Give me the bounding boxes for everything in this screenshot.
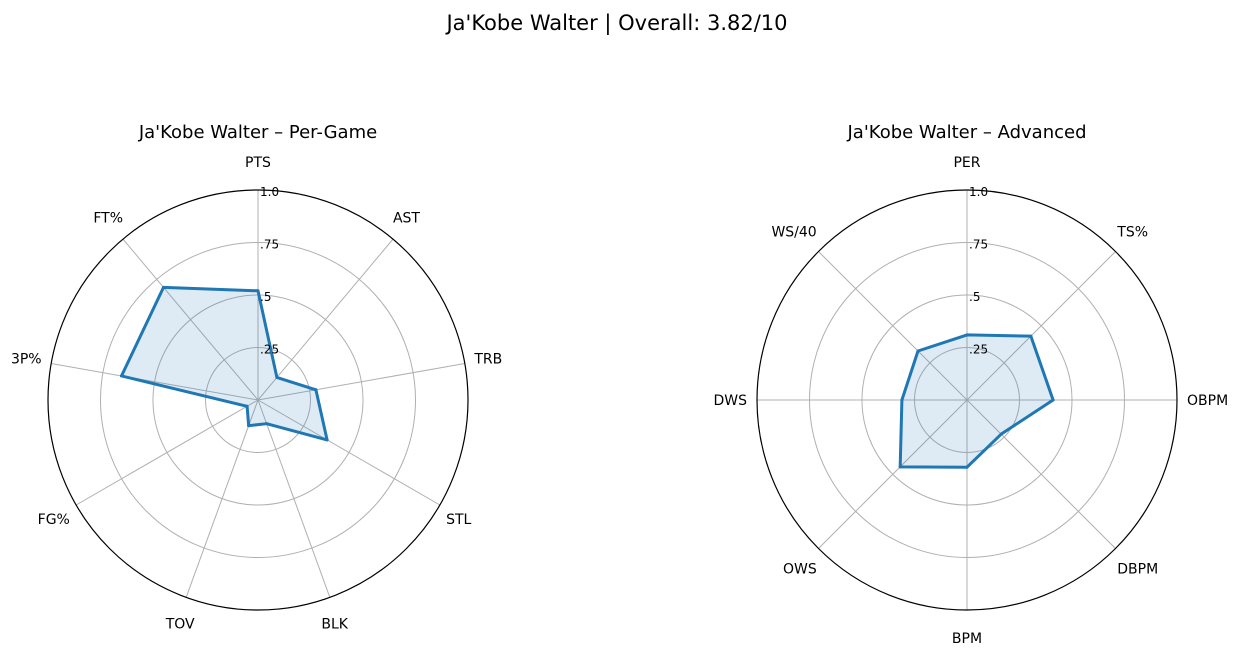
per-game-radar-panel: Ja'Kobe Walter – Per-Game .25 .5 .75 1.0 PTS…	[11, 122, 502, 633]
advanced-spoke	[966, 399, 1116, 549]
per-game-outer-ring	[47, 189, 469, 611]
per-game-point-stl	[325, 438, 329, 442]
per-game-spoke	[185, 399, 259, 598]
advanced-rtick-label: .75	[969, 238, 988, 252]
per-game-spoke	[257, 399, 441, 506]
advanced-category-label-ws-per-40: WS/40	[771, 225, 816, 241]
advanced-point-bpm	[965, 465, 969, 469]
per-game-series-fill	[121, 287, 328, 440]
per-game-category-label-blk: BLK	[321, 617, 348, 633]
per-game-spoke	[257, 238, 394, 401]
advanced-rtick-label: 1.0	[969, 185, 988, 199]
per-game-spoke	[257, 363, 465, 401]
per-game-point-ft-pct	[162, 285, 166, 289]
advanced-category-label-ts-pct: TS%	[1116, 225, 1148, 241]
advanced-point-dws	[900, 398, 904, 402]
advanced-rtick-label: .5	[969, 290, 980, 304]
advanced-series-fill	[900, 334, 1054, 468]
advanced-category-label-dws: DWS	[713, 393, 747, 409]
advanced-rtick-label: .25	[969, 343, 988, 357]
per-game-category-label-trb: TRB	[473, 352, 502, 368]
per-game-chart-title: Ja'Kobe Walter – Per-Game	[138, 122, 377, 143]
advanced-category-label-bpm: BPM	[952, 631, 982, 647]
per-game-point-pts	[256, 289, 260, 293]
advanced-point-per	[965, 333, 969, 337]
advanced-category-label-obpm: OBPM	[1187, 393, 1228, 409]
per-game-category-label-stl: STL	[446, 512, 471, 528]
per-game-rtick-label: .75	[260, 238, 279, 252]
advanced-spoke	[818, 251, 968, 401]
advanced-point-ts-pct	[1029, 334, 1033, 338]
per-game-spoke	[75, 399, 259, 506]
advanced-point-ows	[898, 465, 902, 469]
per-game-point-3p-pct	[120, 374, 124, 378]
per-game-category-label-ast: AST	[393, 211, 420, 227]
per-game-category-label-3p-pct: 3P%	[11, 352, 42, 368]
advanced-outer-ring	[756, 189, 1178, 611]
advanced-spoke	[966, 251, 1116, 401]
per-game-rtick-label: .5	[260, 290, 271, 304]
per-game-point-ast	[275, 375, 279, 379]
advanced-point-dbpm	[999, 432, 1003, 436]
advanced-category-label-per: PER	[953, 155, 980, 171]
per-game-rtick-label: .25	[260, 343, 279, 357]
advanced-category-label-ows: OWS	[783, 561, 817, 577]
per-game-point-fg-pct	[245, 404, 249, 408]
per-game-series-line	[120, 285, 329, 442]
per-game-spoke	[122, 238, 259, 401]
per-game-category-label-ft-pct: FT%	[93, 211, 123, 227]
per-game-rtick-label: 1.0	[260, 185, 279, 199]
per-game-category-label-fg-pct: FG%	[38, 512, 70, 528]
per-game-category-label-pts: PTS	[245, 155, 271, 171]
advanced-radar-panel: Ja'Kobe Walter – Advanced .25 .5 .75 1.0 PER…	[713, 122, 1228, 647]
advanced-category-label-dbpm: DBPM	[1117, 561, 1158, 577]
advanced-chart-title: Ja'Kobe Walter – Advanced	[847, 122, 1087, 143]
per-game-point-blk	[265, 422, 269, 426]
advanced-point-ws-per-40	[916, 349, 920, 353]
per-game-point-trb	[314, 388, 318, 392]
per-game-spoke	[51, 363, 259, 401]
advanced-spoke	[818, 399, 968, 549]
per-game-point-tov	[247, 424, 251, 428]
per-game-spoke	[257, 399, 331, 598]
figure-title: Ja'Kobe Walter | Overall: 3.82/10	[444, 11, 787, 36]
per-game-category-label-tov: TOV	[165, 617, 195, 633]
advanced-point-obpm	[1051, 398, 1055, 402]
